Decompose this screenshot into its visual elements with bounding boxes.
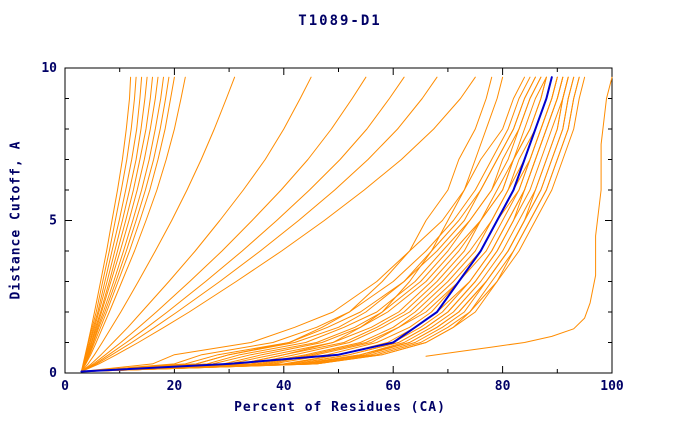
model-curve: [80, 76, 153, 372]
model-curve: [80, 76, 580, 372]
y-tick-label: 0: [49, 366, 57, 381]
x-tick-label: 80: [495, 379, 511, 394]
model-curve: [80, 76, 367, 372]
x-tick-label: 40: [276, 379, 292, 394]
y-tick-label: 10: [41, 61, 57, 76]
model-curve: [80, 76, 542, 372]
model-curve: [80, 76, 312, 372]
model-curve: [80, 76, 542, 372]
x-tick-label: 20: [167, 379, 183, 394]
x-tick-label: 60: [385, 379, 401, 394]
model-curve: [80, 76, 159, 372]
model-curve: [80, 76, 405, 372]
model-curve: [80, 76, 536, 372]
highlighted-model-curve: [80, 76, 553, 373]
model-curve: [80, 76, 438, 372]
y-tick-label: 5: [49, 214, 57, 229]
model-curve: [80, 76, 547, 372]
model-curve: [80, 76, 547, 372]
model-curve: [80, 76, 493, 372]
chart-title: T1089-D1: [298, 13, 382, 29]
model-curve: [80, 76, 186, 372]
model-curve: [80, 76, 558, 372]
model-curve: [80, 76, 170, 372]
model-curve: [80, 76, 175, 372]
outlier-model-curve: [425, 76, 613, 357]
model-curve: [80, 76, 575, 372]
model-curve: [80, 76, 132, 372]
model-curve: [80, 76, 236, 372]
model-curve: [80, 76, 580, 372]
model-curve: [80, 76, 143, 372]
x-axis-label: Percent of Residues (CA): [234, 400, 446, 415]
x-tick-label: 100: [600, 379, 624, 394]
model-curve: [80, 76, 148, 372]
model-curve: [80, 76, 137, 372]
model-curve: [80, 76, 525, 372]
model-curve: [80, 76, 586, 372]
x-tick-label: 0: [61, 379, 69, 394]
model-curve: [80, 76, 531, 372]
model-curve: [80, 76, 569, 372]
model-curve: [80, 76, 164, 372]
model-curve: [80, 76, 476, 372]
